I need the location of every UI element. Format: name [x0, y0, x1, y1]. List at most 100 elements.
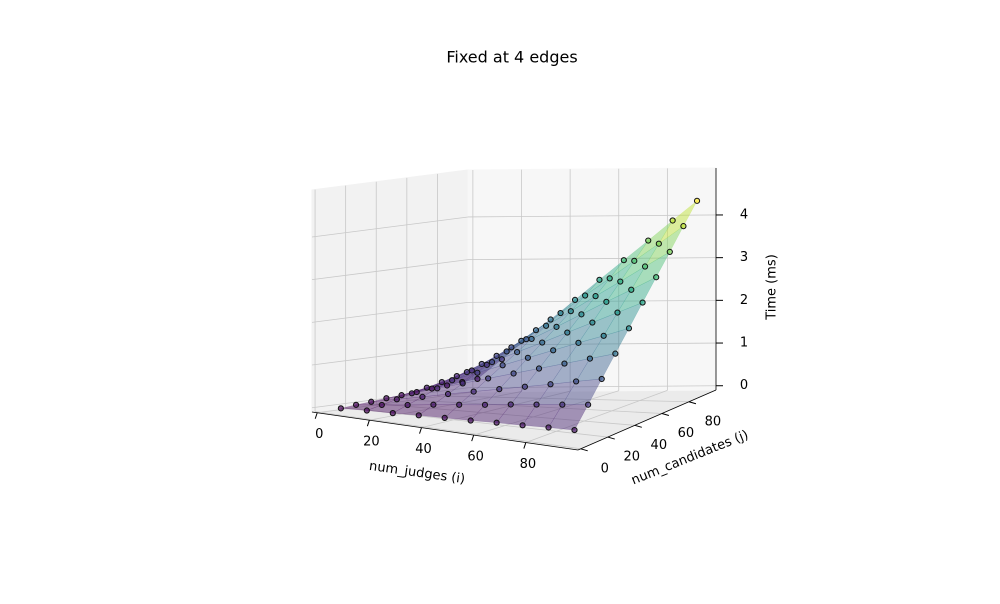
data-point: [441, 414, 448, 422]
data-point: [561, 360, 568, 367]
y-tick: [634, 424, 642, 428]
data-point: [680, 223, 687, 230]
data-point: [459, 380, 466, 387]
data-point: [535, 365, 543, 372]
data-point: [598, 375, 605, 383]
data-point: [578, 311, 585, 318]
x-tick: [523, 442, 527, 449]
data-point: [448, 377, 456, 384]
data-point: [467, 417, 474, 424]
grid-line: [467, 342, 717, 346]
data-point: [498, 356, 505, 363]
data-point: [434, 385, 441, 392]
data-point: [510, 370, 517, 377]
data-point: [589, 319, 596, 326]
z-tick-label: 4: [740, 207, 748, 222]
grid-line: [315, 411, 581, 450]
x-tick-label: 60: [467, 450, 484, 465]
data-point: [474, 369, 481, 376]
x-tick: [419, 427, 423, 434]
data-point: [408, 390, 415, 397]
y-tick: [688, 401, 697, 405]
data-point: [603, 298, 610, 305]
data-point: [428, 385, 436, 392]
data-point: [363, 407, 370, 414]
data-point: [524, 354, 531, 361]
data-point: [456, 401, 463, 408]
data-point: [564, 329, 571, 336]
data-point: [352, 401, 360, 408]
data-point: [571, 296, 579, 303]
z-tick-label: 3: [740, 250, 748, 265]
data-point: [600, 332, 607, 339]
data-point: [592, 293, 599, 300]
data-point: [378, 401, 385, 409]
data-point: [628, 286, 635, 293]
data-point: [503, 348, 510, 355]
data-point: [519, 422, 526, 429]
grid-line: [421, 390, 571, 429]
data-point: [625, 325, 633, 332]
data-point: [415, 412, 422, 419]
y-tick-label: 20: [623, 450, 640, 465]
grid-line: [467, 257, 717, 261]
data-point: [596, 276, 603, 283]
data-point: [547, 316, 554, 323]
data-point: [666, 248, 673, 256]
data-point: [575, 339, 582, 346]
data-point: [573, 378, 580, 385]
grid-line: [437, 395, 689, 403]
x-tick-label: 40: [415, 442, 432, 457]
data-point: [485, 375, 492, 382]
data-point: [586, 355, 594, 362]
data-point: [470, 388, 477, 395]
grid-line: [311, 301, 469, 323]
y-tick-label: 0: [601, 461, 609, 476]
grid-line: [345, 407, 608, 438]
data-point: [669, 217, 676, 224]
x-tick-label: 0: [315, 427, 323, 442]
data-point: [514, 349, 521, 356]
data-point: [443, 382, 451, 389]
data-point: [641, 263, 649, 270]
z-tick-label: 0: [740, 378, 748, 393]
x-tick-label: 20: [363, 435, 380, 450]
data-point: [430, 401, 437, 408]
data-point: [582, 292, 589, 299]
data-point: [444, 390, 452, 398]
data-point: [542, 322, 550, 329]
data-point: [496, 386, 503, 393]
data-point: [481, 401, 489, 408]
axis-line: [577, 389, 717, 451]
grid-line: [525, 390, 668, 443]
grid-line: [311, 216, 469, 238]
data-point: [493, 419, 500, 426]
data-point: [518, 337, 525, 344]
data-point: [507, 401, 514, 408]
grid-line: [467, 299, 717, 303]
data-point: [620, 257, 627, 264]
data-point: [617, 278, 624, 285]
data-point: [606, 275, 613, 282]
data-point: [585, 401, 592, 408]
data-point: [653, 274, 660, 281]
grid-line: [311, 387, 469, 409]
data-point: [419, 393, 426, 400]
z-axis-label: Time (ms): [765, 254, 780, 321]
y-tick: [580, 448, 588, 452]
data-point: [423, 384, 430, 391]
data-point: [493, 352, 500, 359]
data-point: [639, 299, 646, 306]
data-point: [532, 327, 540, 334]
data-point: [483, 361, 490, 368]
grid-line: [467, 385, 717, 389]
data-point: [553, 323, 560, 330]
data-point: [645, 237, 652, 244]
data-point: [571, 426, 578, 434]
x-tick: [366, 420, 370, 427]
data-point: [478, 360, 485, 368]
x-tick: [314, 412, 318, 419]
y-tick-label: 80: [705, 414, 722, 429]
y-tick-label: 40: [651, 438, 668, 453]
data-point: [383, 395, 390, 402]
